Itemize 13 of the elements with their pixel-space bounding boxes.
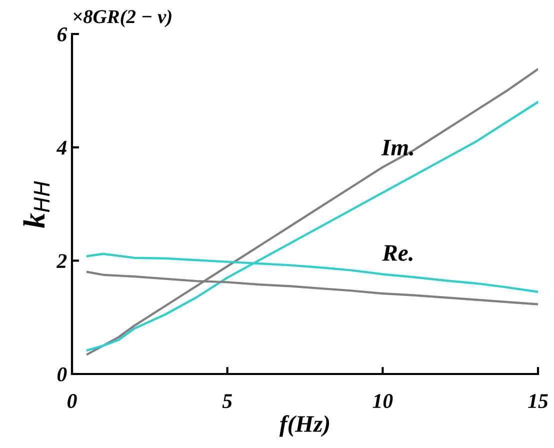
x-tick-label: 5 <box>222 394 232 408</box>
y-axis-title: k$_{HH}$ <box>23 181 50 228</box>
y-tick-label: 2 <box>56 254 67 268</box>
annotation: Im. <box>381 140 414 156</box>
y-tick-label: 0 <box>57 367 67 382</box>
y-tick-label: 6 <box>57 27 68 42</box>
annotation: Re. <box>382 245 412 262</box>
x-tick-label: 0 <box>68 394 77 408</box>
y-tick-label: 4 <box>56 140 67 155</box>
x-axis-title: f(Hz) <box>279 415 330 437</box>
x-tick-label: 15 <box>528 394 548 408</box>
text: ×8GR(2 − ν) <box>74 10 172 28</box>
x-tick-label: 10 <box>372 394 393 408</box>
